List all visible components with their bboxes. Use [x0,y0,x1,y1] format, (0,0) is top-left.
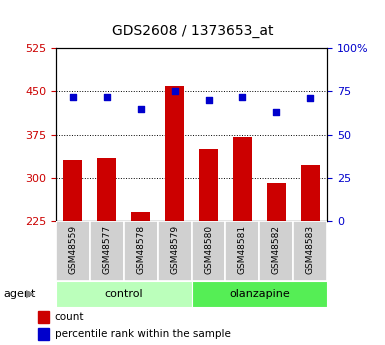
Bar [192,221,226,281]
Point [307,96,313,101]
Text: GSM48581: GSM48581 [238,225,247,274]
Text: olanzapine: olanzapine [229,289,290,299]
Bar [259,221,293,281]
Text: control: control [104,289,143,299]
Bar [267,184,286,221]
Bar [199,149,218,221]
Bar [131,212,150,221]
Text: GSM48577: GSM48577 [102,225,111,274]
Bar [165,86,184,221]
Bar [293,221,327,281]
Bar [124,221,157,281]
Bar [64,160,82,221]
Text: GSM48579: GSM48579 [170,225,179,274]
Point [70,94,76,99]
Point [206,97,212,103]
Bar [301,165,320,221]
Point [104,94,110,99]
Bar [56,281,192,307]
Point [137,106,144,111]
Text: GSM48580: GSM48580 [204,225,213,274]
Bar [90,221,124,281]
Point [171,89,177,94]
Text: GDS2608 / 1373653_at: GDS2608 / 1373653_at [112,24,273,38]
Text: agent: agent [4,289,36,299]
Text: GSM48559: GSM48559 [68,225,77,274]
Bar [38,310,49,323]
Bar [38,328,49,340]
Text: GSM48578: GSM48578 [136,225,145,274]
Text: GSM48582: GSM48582 [272,225,281,274]
Bar [56,221,90,281]
Bar [233,137,252,221]
Point [239,94,246,99]
Bar [97,158,116,221]
Bar [192,281,327,307]
Bar [157,221,192,281]
Text: count: count [55,312,84,322]
Bar [226,221,259,281]
Point [273,109,280,115]
Text: ▶: ▶ [26,289,35,299]
Text: GSM48583: GSM48583 [306,225,315,274]
Text: percentile rank within the sample: percentile rank within the sample [55,329,230,339]
